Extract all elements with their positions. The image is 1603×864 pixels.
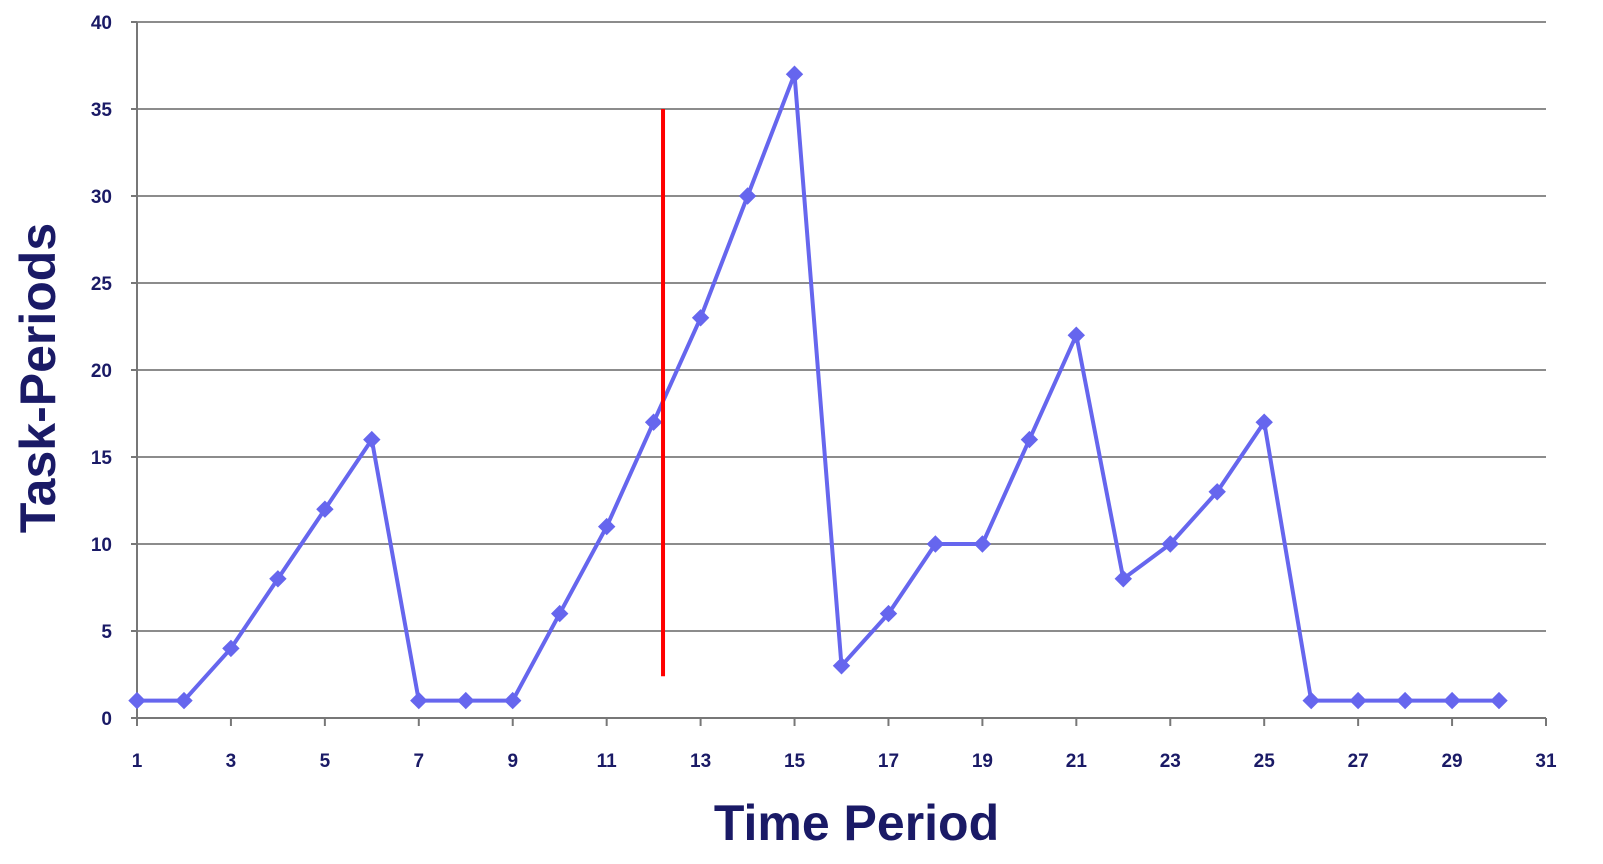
y-axis-title: Task-Periods <box>10 223 66 533</box>
y-tick-label: 15 <box>91 448 113 469</box>
data-point-marker <box>738 187 757 205</box>
data-point-marker <box>879 604 898 623</box>
x-tick-labels: 1 3 5 7 9 11 13 15 17 19 21 23 25 27 29 31 <box>132 751 1557 772</box>
y-tick-labels: 0 5 10 15 20 25 30 35 40 <box>91 13 113 730</box>
data-point-marker <box>550 604 569 623</box>
data-point-marker <box>1302 691 1320 710</box>
data-point-marker <box>973 535 992 553</box>
x-tick-label: 7 <box>414 751 425 772</box>
x-tick-label: 9 <box>507 751 518 772</box>
data-point-marker <box>926 535 945 553</box>
x-tick-label: 19 <box>972 751 993 772</box>
data-series <box>128 65 1508 710</box>
gridlines <box>137 21 1546 632</box>
y-tick-label: 40 <box>91 13 112 34</box>
data-point-marker <box>1067 326 1086 344</box>
x-tick-label: 3 <box>226 751 237 772</box>
data-point-marker <box>128 691 146 710</box>
x-tick-label: 1 <box>132 751 143 772</box>
x-axis-title: Time Period <box>714 795 999 851</box>
y-tick-label: 0 <box>101 709 112 730</box>
data-point-marker <box>1020 430 1039 449</box>
x-tick-label: 23 <box>1160 751 1181 772</box>
data-point-marker <box>691 309 710 327</box>
y-tick-label: 5 <box>101 622 112 643</box>
y-tick-label: 25 <box>91 274 113 295</box>
axis-titles: Time Period Task-Periods <box>10 223 999 851</box>
data-point-marker <box>1396 691 1414 710</box>
x-tick-label: 17 <box>878 751 899 772</box>
series-line <box>135 72 1501 703</box>
data-point-marker <box>363 430 381 449</box>
data-point-marker <box>1255 413 1273 431</box>
axes <box>131 21 1547 726</box>
y-tick-label: 20 <box>91 361 112 382</box>
data-point-marker <box>1161 535 1180 553</box>
data-point-marker <box>222 639 240 658</box>
y-tick-label: 30 <box>91 187 112 208</box>
data-point-marker <box>1490 691 1508 710</box>
x-tick-label: 5 <box>320 751 331 772</box>
data-point-marker <box>644 413 663 431</box>
x-tick-label: 21 <box>1066 751 1088 772</box>
x-tick-label: 13 <box>690 751 711 772</box>
x-tick-label: 15 <box>784 751 806 772</box>
data-point-marker <box>1349 691 1367 710</box>
y-tick-label: 35 <box>91 100 113 121</box>
data-point-marker <box>832 657 851 675</box>
data-point-marker <box>597 517 616 536</box>
x-tick-label: 27 <box>1348 751 1369 772</box>
data-point-marker <box>1114 570 1133 588</box>
x-tick-label: 25 <box>1254 751 1276 772</box>
data-point-marker <box>269 570 287 588</box>
data-point-marker <box>503 691 522 710</box>
x-tick-label: 31 <box>1535 751 1557 772</box>
x-tick-label: 11 <box>597 751 618 772</box>
y-tick-label: 10 <box>91 535 112 556</box>
data-point-marker <box>457 691 475 710</box>
data-point-marker <box>1443 691 1461 710</box>
x-tick-label: 29 <box>1441 751 1462 772</box>
data-point-marker <box>785 65 804 83</box>
data-point-marker <box>316 500 334 518</box>
data-point-marker <box>410 691 428 710</box>
data-point-marker <box>1208 483 1226 501</box>
data-point-marker <box>175 691 193 710</box>
